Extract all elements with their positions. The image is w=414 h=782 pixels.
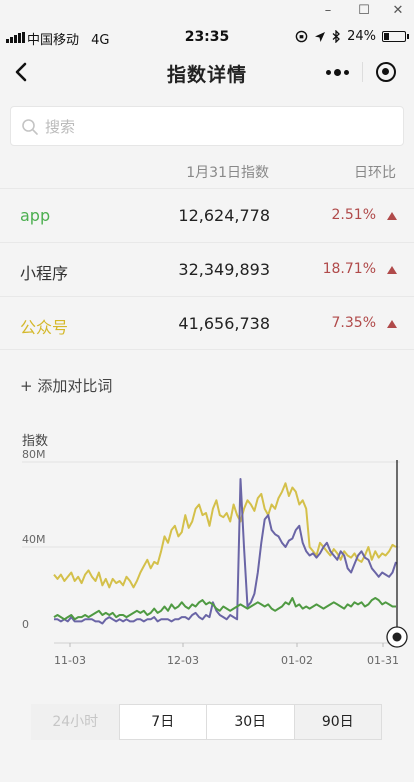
tab-30d[interactable]: 30日 <box>206 704 295 740</box>
minimize-icon[interactable]: – <box>324 3 332 18</box>
chart-title: 指数 <box>22 434 49 449</box>
search-icon <box>22 119 38 135</box>
keyword-value: 32,349,893 <box>178 260 270 279</box>
y-tick-label: 40M <box>22 533 46 546</box>
keyword-row-app[interactable]: app 12,624,778 2.51% <box>0 188 414 242</box>
series-line-公众号 <box>53 482 397 589</box>
index-trend-chart[interactable]: 80M 40M 0 11-03 12-03 01-02 01-31 <box>0 450 414 675</box>
location-icon <box>315 31 326 42</box>
series-line-app <box>53 597 396 621</box>
battery-icon <box>382 31 409 42</box>
cursor-handle-dot <box>392 632 402 642</box>
keyword-row-official-account[interactable]: 公众号 41,656,738 7.35% <box>0 296 414 350</box>
keyword-pct: 2.51% <box>331 207 376 223</box>
series-line-小程序 <box>54 478 397 625</box>
search-box[interactable] <box>10 106 404 146</box>
keyword-row-miniprogram[interactable]: 小程序 32,349,893 18.71% <box>0 242 414 296</box>
carrier: 中国移动 4G <box>27 29 110 48</box>
up-arrow-icon <box>387 212 397 220</box>
tab-7d[interactable]: 7日 <box>118 704 207 740</box>
search-input[interactable] <box>45 115 385 139</box>
keyword-value: 41,656,738 <box>178 314 270 333</box>
keyword-pct: 7.35% <box>331 315 376 331</box>
close-miniprogram-icon[interactable] <box>376 62 396 82</box>
mini-program-capsule <box>310 55 406 89</box>
column-header-ring: 日环比 <box>354 165 396 181</box>
clock: 23:35 <box>184 29 230 45</box>
network-type: 4G <box>91 33 110 48</box>
status-bar: 中国移动 4G 23:35 24% <box>0 24 414 50</box>
capsule-divider <box>362 62 363 82</box>
x-tick-label: 11-03 <box>54 654 86 667</box>
time-range-tabs: 24小时 7日 30日 90日 <box>31 704 382 740</box>
nav-bar: 指数详情 <box>0 50 414 94</box>
window-controls: – ☐ ✕ <box>0 0 414 22</box>
column-header-index: 1月31日指数 <box>186 165 269 181</box>
close-icon[interactable]: ✕ <box>392 3 404 18</box>
add-compare-button[interactable]: + 添加对比词 <box>20 377 113 395</box>
keyword-pct: 18.71% <box>322 261 376 277</box>
tab-24h: 24小时 <box>31 704 120 740</box>
y-tick-label: 0 <box>22 618 29 631</box>
back-icon[interactable] <box>10 60 34 84</box>
battery-percent: 24% <box>347 29 376 44</box>
x-tick-label: 01-31 <box>367 654 399 667</box>
carrier-name: 中国移动 <box>27 33 80 48</box>
up-arrow-icon <box>387 320 397 328</box>
maximize-icon[interactable]: ☐ <box>358 3 370 18</box>
page-title: 指数详情 <box>166 64 247 86</box>
table-header: 1月31日指数 日环比 <box>0 158 414 186</box>
up-arrow-icon <box>387 266 397 274</box>
bluetooth-icon <box>332 30 341 43</box>
x-tick-label: 12-03 <box>167 654 199 667</box>
more-icon[interactable] <box>326 68 349 76</box>
keyword-name: app <box>20 206 51 225</box>
y-tick-label: 80M <box>22 450 46 461</box>
keyword-name: 小程序 <box>20 264 69 283</box>
signal-icon <box>6 32 25 43</box>
status-right: 24% <box>295 29 409 44</box>
tab-90d[interactable]: 90日 <box>293 704 382 740</box>
keyword-name: 公众号 <box>20 318 69 337</box>
keyword-list: app 12,624,778 2.51% 小程序 32,349,893 18.7… <box>0 188 414 350</box>
x-tick-label: 01-02 <box>281 654 313 667</box>
keyword-value: 12,624,778 <box>178 206 270 225</box>
rotation-lock-icon <box>295 30 308 43</box>
